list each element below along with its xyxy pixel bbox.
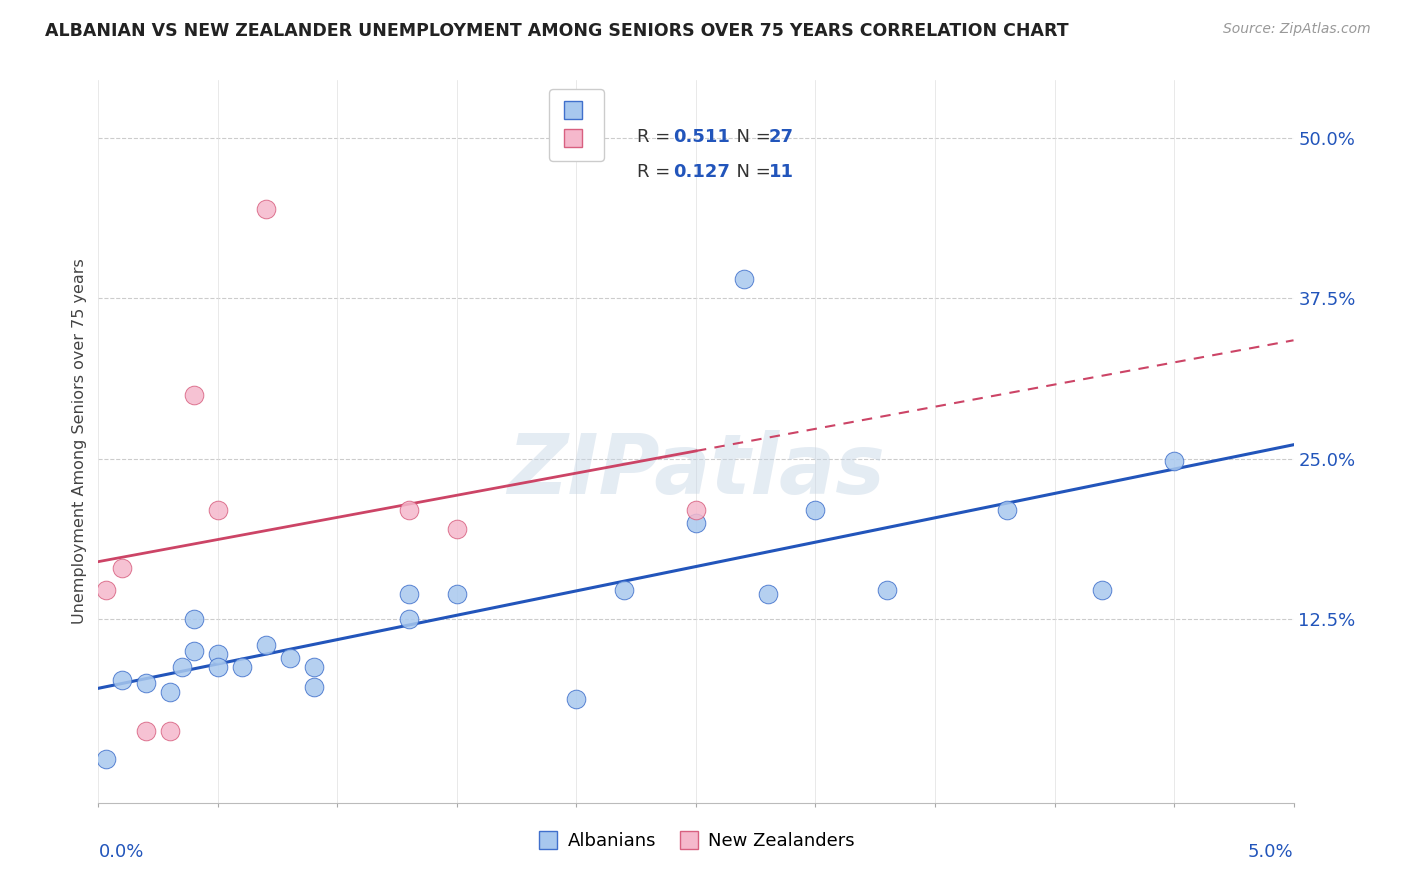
Point: [207, 503, 229, 517]
Text: ALBANIAN VS NEW ZEALANDER UNEMPLOYMENT AMONG SENIORS OVER 75 YEARS CORRELATION C: ALBANIAN VS NEW ZEALANDER UNEMPLOYMENT A…: [45, 22, 1069, 40]
Text: 0.511: 0.511: [673, 128, 730, 146]
Y-axis label: Unemployment Among Seniors over 75 years: Unemployment Among Seniors over 75 years: [72, 259, 87, 624]
Text: R =: R =: [637, 128, 675, 146]
Point: [565, 691, 588, 706]
Point: [398, 612, 420, 626]
Point: [398, 503, 420, 517]
Point: [172, 659, 194, 673]
Legend: Albanians, New Zealanders: Albanians, New Zealanders: [530, 825, 862, 857]
Point: [446, 523, 468, 537]
Text: R =: R =: [637, 162, 675, 180]
Point: [183, 387, 205, 401]
Point: [135, 723, 157, 738]
Point: [207, 659, 229, 673]
Point: [613, 582, 636, 597]
Point: [254, 202, 277, 216]
Text: 5.0%: 5.0%: [1249, 843, 1294, 861]
Point: [1163, 454, 1185, 468]
Text: ZIPatlas: ZIPatlas: [508, 430, 884, 511]
Point: [183, 644, 205, 658]
Text: N =: N =: [725, 128, 776, 146]
Point: [302, 681, 325, 695]
Point: [111, 561, 134, 575]
Point: [804, 503, 827, 517]
Text: 0.127: 0.127: [673, 162, 730, 180]
Point: [733, 272, 755, 286]
Point: [278, 650, 301, 665]
Point: [685, 516, 707, 530]
Text: 11: 11: [769, 162, 794, 180]
Point: [94, 582, 117, 597]
Point: [183, 612, 205, 626]
Point: [159, 723, 181, 738]
Point: [756, 586, 779, 600]
Text: N =: N =: [725, 162, 776, 180]
Point: [446, 586, 468, 600]
Point: [231, 659, 253, 673]
Point: [159, 685, 181, 699]
Point: [254, 638, 277, 652]
Point: [302, 659, 325, 673]
Text: 27: 27: [769, 128, 794, 146]
Point: [94, 752, 117, 766]
Point: [207, 647, 229, 661]
Point: [135, 676, 157, 690]
Point: [111, 673, 134, 687]
Point: [995, 503, 1018, 517]
Text: 0.0%: 0.0%: [98, 843, 143, 861]
Point: [685, 503, 707, 517]
Point: [398, 586, 420, 600]
Point: [876, 582, 898, 597]
Text: Source: ZipAtlas.com: Source: ZipAtlas.com: [1223, 22, 1371, 37]
Point: [1091, 582, 1114, 597]
